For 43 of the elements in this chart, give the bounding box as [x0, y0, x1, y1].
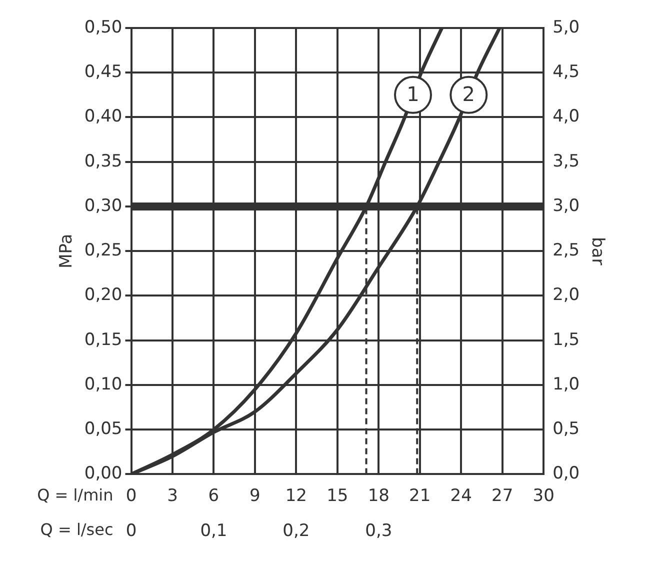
y-tick-label: 0,40 — [84, 106, 122, 127]
y2-tick-label: 5,0 — [552, 17, 580, 38]
x-tick-label: 18 — [368, 486, 390, 506]
y2-tick-label: 3,5 — [552, 151, 580, 172]
x-tick-label: 6 — [208, 486, 220, 506]
y-tick-label: 0,10 — [84, 374, 122, 394]
y2-tick-label: 1,0 — [552, 374, 580, 394]
x-tick-label: 30 — [532, 486, 554, 506]
y2-tick-label: 1,5 — [552, 330, 580, 350]
y2-tick-label: 0,0 — [552, 464, 580, 484]
y2-tick-label: 2,5 — [552, 240, 580, 261]
y-tick-label: 0,35 — [84, 151, 122, 172]
y-tick-label: 0,05 — [84, 419, 122, 439]
x-tick-label: 27 — [492, 486, 514, 506]
x-axis-title: Q = l/min — [37, 485, 114, 504]
x-tick-label: 9 — [250, 486, 260, 506]
y-tick-label: 0,25 — [84, 240, 122, 261]
x2-axis-title: Q = l/sec — [40, 520, 114, 539]
x2-tick-label: 0,1 — [200, 521, 228, 542]
y2-axis-title: bar — [587, 237, 608, 266]
x-tick-label: 12 — [285, 486, 307, 506]
x-tick-label: 21 — [409, 486, 431, 506]
y-axis-title: MPa — [56, 234, 77, 268]
series-label: 1 — [406, 82, 420, 106]
x2-tick-label: 0 — [126, 521, 137, 542]
y-tick-label: 0,50 — [84, 17, 122, 38]
y2-tick-label: 2,0 — [552, 285, 580, 306]
x-tick-label: 3 — [167, 486, 178, 506]
y-tick-label: 0,15 — [84, 330, 122, 350]
y2-tick-label: 0,5 — [552, 419, 580, 439]
y-tick-label: 0,20 — [84, 285, 122, 306]
y-tick-label: 0,45 — [84, 62, 122, 82]
y2-tick-label: 3,0 — [552, 196, 580, 216]
y-tick-label: 0,00 — [84, 464, 122, 484]
x-tick-label: 0 — [126, 486, 137, 506]
x-tick-label: 15 — [326, 486, 348, 506]
y2-tick-label: 4,0 — [552, 106, 580, 127]
x2-tick-label: 0,3 — [365, 521, 392, 542]
x2-tick-label: 0,2 — [282, 521, 310, 542]
y2-tick-label: 4,5 — [552, 62, 580, 82]
legend-label: 2 — [462, 82, 476, 106]
y-tick-label: 0,30 — [84, 196, 122, 216]
x-tick-label: 24 — [450, 486, 472, 506]
